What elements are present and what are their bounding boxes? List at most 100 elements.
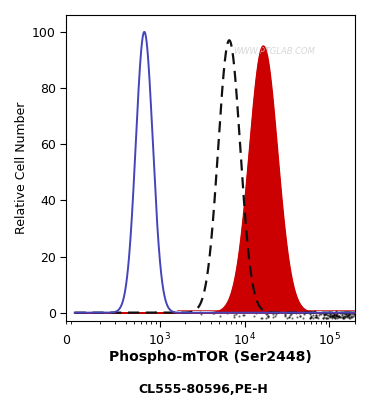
Point	[288, 311, 294, 317]
Point	[300, 315, 306, 321]
Point	[313, 314, 319, 320]
Point	[330, 313, 336, 319]
Point	[263, 311, 269, 317]
Point	[253, 309, 259, 316]
Point	[345, 312, 351, 319]
Point	[331, 311, 337, 318]
Point	[332, 311, 337, 318]
Point	[349, 309, 355, 316]
Point	[342, 313, 348, 319]
Point	[345, 309, 351, 315]
Point	[307, 315, 313, 321]
Point	[286, 314, 292, 321]
Point	[327, 313, 333, 319]
Point	[293, 309, 299, 316]
Point	[344, 309, 350, 316]
Point	[198, 311, 204, 317]
Point	[292, 309, 298, 316]
Point	[239, 311, 245, 318]
Point	[311, 308, 317, 315]
Point	[265, 313, 271, 320]
Point	[286, 313, 292, 320]
Point	[350, 309, 356, 315]
Point	[331, 310, 337, 317]
Point	[272, 313, 278, 319]
Point	[286, 309, 292, 316]
Point	[343, 309, 349, 316]
Point	[307, 315, 313, 321]
Point	[280, 309, 286, 315]
Point	[327, 313, 333, 319]
Point	[343, 311, 349, 317]
Point	[332, 310, 338, 317]
Point	[329, 314, 335, 320]
Point	[340, 315, 346, 322]
Point	[282, 313, 288, 319]
Point	[351, 311, 357, 317]
Point	[309, 309, 315, 315]
Point	[317, 310, 323, 316]
Point	[324, 311, 330, 318]
Point	[311, 309, 317, 315]
Point	[342, 310, 347, 317]
Point	[346, 311, 352, 317]
Point	[317, 311, 323, 317]
Point	[320, 315, 326, 322]
Point	[346, 310, 352, 316]
Point	[344, 313, 350, 319]
Point	[242, 308, 248, 315]
Point	[321, 314, 327, 321]
Point	[307, 310, 313, 316]
Point	[258, 315, 264, 322]
Point	[339, 311, 345, 318]
Point	[265, 313, 271, 319]
Point	[320, 315, 326, 321]
Point	[347, 311, 353, 317]
Point	[315, 315, 321, 322]
Point	[341, 310, 347, 317]
Point	[327, 310, 333, 317]
Point	[348, 314, 354, 321]
Point	[322, 311, 327, 317]
Point	[333, 311, 339, 318]
Point	[346, 314, 352, 320]
Point	[312, 314, 318, 320]
Point	[317, 309, 323, 316]
Point	[351, 311, 357, 317]
Point	[323, 315, 329, 321]
Point	[346, 311, 352, 318]
Point	[345, 309, 351, 315]
Point	[342, 313, 347, 320]
Point	[324, 315, 330, 321]
Point	[347, 309, 353, 315]
Point	[331, 314, 337, 321]
Point	[310, 315, 316, 321]
Point	[297, 313, 303, 319]
Point	[340, 314, 346, 320]
Point	[335, 309, 341, 315]
Point	[312, 308, 318, 315]
Point	[152, 308, 158, 315]
Point	[326, 312, 332, 319]
Point	[269, 309, 275, 315]
Point	[347, 310, 353, 316]
Point	[334, 315, 340, 322]
Point	[328, 309, 334, 316]
Point	[330, 313, 336, 320]
Point	[270, 314, 276, 321]
Point	[334, 312, 340, 318]
Point	[336, 313, 342, 319]
Point	[322, 309, 328, 316]
Point	[336, 314, 342, 321]
Point	[241, 312, 247, 318]
Point	[313, 312, 319, 319]
Point	[307, 308, 313, 315]
Point	[308, 309, 314, 315]
Point	[325, 312, 331, 318]
Point	[323, 315, 329, 321]
Point	[312, 309, 318, 315]
Point	[350, 313, 356, 319]
Point	[342, 310, 348, 316]
Point	[282, 311, 287, 318]
Point	[346, 312, 352, 319]
